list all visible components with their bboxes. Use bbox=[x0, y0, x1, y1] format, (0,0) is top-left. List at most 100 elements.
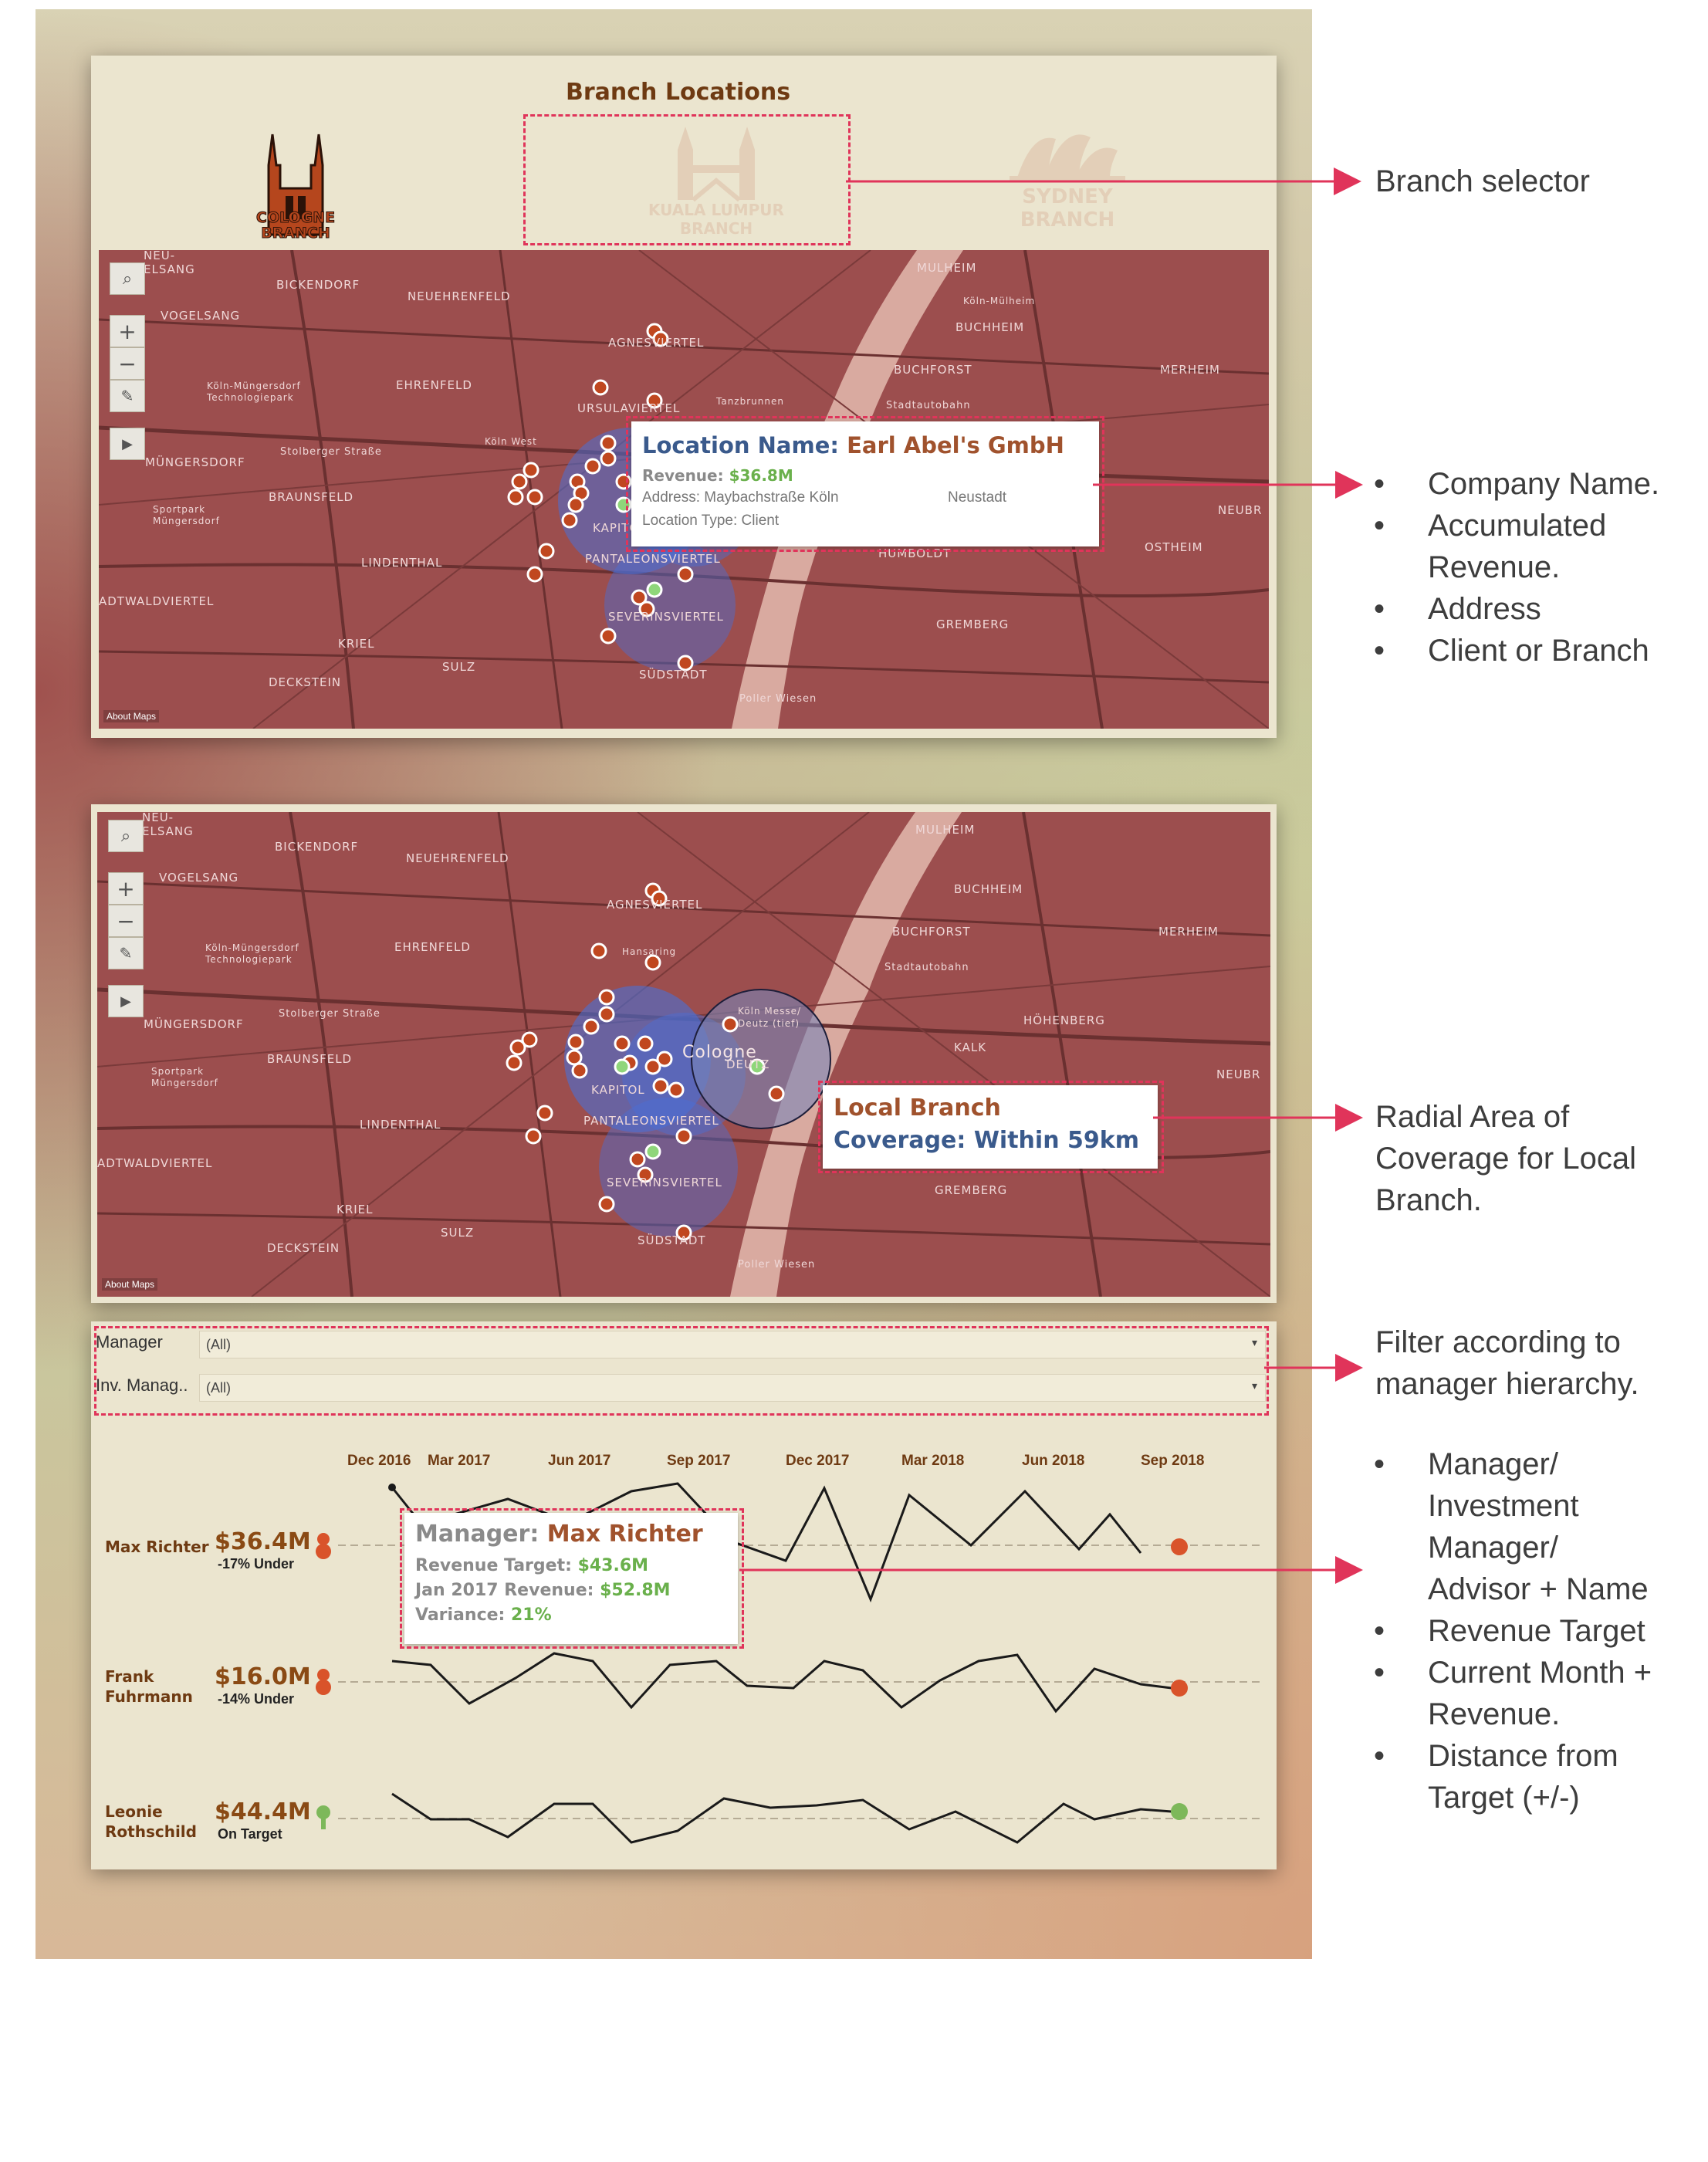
map-label: BRAUNSFELD bbox=[267, 1052, 352, 1066]
tooltip-branch-coverage: Coverage: Within 59km bbox=[834, 1127, 1139, 1154]
map-label: Cologne bbox=[682, 1043, 757, 1062]
map-label: PANTALEONSVIERTEL bbox=[585, 552, 721, 566]
map-label: BRAUNSFELD bbox=[269, 490, 353, 504]
map-label: MÜNGERSDORF bbox=[145, 455, 245, 469]
map-label: MULHEIM bbox=[915, 823, 975, 837]
map-label: SEVERINSVIERTEL bbox=[607, 1176, 722, 1189]
filter-inv-manager-select[interactable]: (All) ▾ bbox=[199, 1374, 1266, 1402]
filter-manager: Manager (All) ▾ bbox=[91, 1323, 1266, 1362]
map-label: GREMBERG bbox=[936, 617, 1009, 631]
map-label: ELSANG bbox=[142, 824, 194, 838]
manager-status-2: -14% Under bbox=[218, 1691, 295, 1707]
map-search-button[interactable]: ⌕ bbox=[108, 820, 144, 852]
location-tooltip: Location Name: Earl Abel's GmbH Revenue:… bbox=[631, 421, 1099, 546]
map-label: BICKENDORF bbox=[276, 278, 360, 292]
map-label: EHRENFELD bbox=[396, 378, 472, 392]
map-expand-button[interactable]: ▶ bbox=[108, 985, 144, 1017]
tooltip-address: Address: Maybachstraße Köln bbox=[642, 489, 839, 506]
cologne-cathedral-icon bbox=[267, 134, 324, 236]
manager-performance-panel: Manager (All) ▾ Inv. Manag.. (All) ▾ Dec… bbox=[91, 1321, 1277, 1869]
manager-amount-3: $44.4M bbox=[215, 1798, 311, 1825]
about-maps-link[interactable]: About Maps bbox=[103, 710, 160, 722]
month-label: Sep 2018 bbox=[1141, 1453, 1205, 1469]
map-search-button[interactable]: ⌕ bbox=[110, 262, 145, 295]
map-label: KRIEL bbox=[337, 1203, 374, 1216]
map-zoom-in-button[interactable]: + bbox=[110, 315, 145, 347]
map-label: BUCHFORST bbox=[892, 925, 971, 939]
branch-kuala-lumpur-label: KUALA LUMPUR BRANCH bbox=[648, 201, 784, 238]
branch-selector-highlight bbox=[523, 114, 851, 245]
map-label: SÜDSTADT bbox=[639, 667, 708, 682]
month-label: Jun 2017 bbox=[548, 1453, 611, 1469]
map-expand-button[interactable]: ▶ bbox=[110, 428, 145, 460]
map-label: NEUBR bbox=[1216, 1067, 1260, 1081]
map-label: Köln Messe/ bbox=[738, 1006, 801, 1017]
branch-locations-panel: Branch Locations COLOGNE BRANCH KUALA LU… bbox=[91, 56, 1277, 738]
lasso-select-icon: ✎ bbox=[120, 387, 134, 405]
map-zoom-out-button[interactable]: − bbox=[108, 905, 144, 937]
map-2-roads: NEU- ELSANG BICKENDORF NEUEHRENFELD MULH… bbox=[97, 812, 1270, 1297]
manager-amount-1: $36.4M bbox=[215, 1528, 311, 1555]
tooltip-revenue-target: Revenue Target: $43.6M bbox=[415, 1556, 649, 1575]
map-label: NEU- bbox=[142, 812, 174, 824]
map-label: BUCHFORST bbox=[894, 363, 972, 377]
filter-highlight bbox=[94, 1326, 1269, 1416]
map-label: VOGELSANG bbox=[161, 309, 240, 323]
annotation-tooltip-list: • Company Name. • Accumulated Revenue. • Ad… bbox=[1374, 467, 1660, 668]
tooltip-branch-title: Local Branch bbox=[834, 1095, 1001, 1122]
month-label: Dec 2017 bbox=[786, 1453, 850, 1469]
map-label: AGNESVIERTEL bbox=[608, 336, 704, 350]
search-icon: ⌕ bbox=[120, 826, 131, 846]
map-view-2[interactable]: NEU- ELSANG BICKENDORF NEUEHRENFELD MULH… bbox=[97, 812, 1270, 1297]
map-label: Köln-Müngersdorf bbox=[207, 381, 301, 391]
sydney-opera-house-icon bbox=[1010, 134, 1125, 181]
branch-cologne[interactable]: COLOGNE BRANCH bbox=[253, 119, 338, 242]
map-label: BUCHHEIM bbox=[955, 320, 1024, 334]
map-label: MERHEIM bbox=[1158, 925, 1219, 939]
filter-investment-manager: Inv. Manag.. (All) ▾ bbox=[91, 1366, 1266, 1405]
tooltip-district: Neustadt bbox=[948, 489, 1007, 506]
filter-inv-manager-label: Inv. Manag.. bbox=[96, 1375, 188, 1395]
map-label: NEUEHRENFELD bbox=[406, 851, 509, 865]
manager-name-3-line2: Rothschild bbox=[105, 1822, 197, 1841]
branch-sydney[interactable]: SYDNEY BRANCH bbox=[1002, 123, 1133, 239]
manager-name-2-line1: Frank bbox=[105, 1667, 154, 1686]
manager-name-3-line1: Leonie bbox=[105, 1802, 163, 1821]
map-label: Stolberger Straße bbox=[280, 446, 382, 458]
annotation-filter: Filter according to manager hierarchy. bbox=[1375, 1325, 1639, 1401]
map-label: SÜDSTADT bbox=[638, 1233, 706, 1247]
map-label: Stolberger Straße bbox=[279, 1008, 380, 1020]
map-label: Müngersdorf bbox=[153, 516, 220, 526]
map-zoom-in-button[interactable]: + bbox=[108, 872, 144, 905]
map-label: Poller Wiesen bbox=[739, 693, 817, 705]
map-lasso-button[interactable]: ✎ bbox=[108, 937, 144, 969]
map-label: SULZ bbox=[441, 1226, 474, 1240]
tooltip-manager-name: Manager: Max Richter bbox=[415, 1521, 703, 1548]
map-zoom-out-button[interactable]: − bbox=[110, 347, 145, 380]
tooltip-variance: Variance: 21% bbox=[415, 1605, 552, 1625]
annotation-radial-coverage: Radial Area of Coverage for Local Branch… bbox=[1375, 1100, 1636, 1217]
map-label: KALK bbox=[954, 1040, 986, 1054]
filter-manager-select[interactable]: (All) ▾ bbox=[199, 1331, 1266, 1358]
map-view-1[interactable]: NEU- ELSANG BICKENDORF NEUEHRENFELD MULH… bbox=[99, 250, 1269, 729]
map-label: BUCHHEIM bbox=[954, 882, 1023, 896]
map-lasso-button[interactable]: ✎ bbox=[110, 380, 145, 412]
branch-coverage-tooltip: Local Branch Coverage: Within 59km bbox=[823, 1085, 1158, 1169]
branch-sydney-label: SYDNEY BRANCH bbox=[1020, 185, 1115, 232]
branch-cologne-label: COLOGNE BRANCH bbox=[255, 209, 336, 242]
branch-kuala-lumpur[interactable]: KUALA LUMPUR BRANCH bbox=[624, 119, 809, 238]
dropdown-arrow-icon: ▾ bbox=[1251, 1336, 1257, 1348]
tooltip-revenue: Revenue: $36.8M bbox=[642, 466, 793, 485]
play-icon: ▶ bbox=[122, 435, 133, 452]
map-label: Köln West bbox=[485, 436, 537, 447]
map-label: DEUTZ bbox=[726, 1057, 769, 1071]
manager-status-3: On Target bbox=[218, 1826, 282, 1842]
search-icon: ⌕ bbox=[122, 269, 133, 289]
dropdown-arrow-icon: ▾ bbox=[1251, 1379, 1257, 1392]
about-maps-link[interactable]: About Maps bbox=[102, 1278, 158, 1291]
month-label: Mar 2017 bbox=[428, 1453, 491, 1469]
month-label: Mar 2018 bbox=[901, 1453, 965, 1469]
map-label: PANTALEONSVIERTEL bbox=[583, 1114, 719, 1128]
map-label: KRIEL bbox=[338, 637, 375, 651]
manager-name-2-line2: Fuhrmann bbox=[105, 1687, 193, 1706]
